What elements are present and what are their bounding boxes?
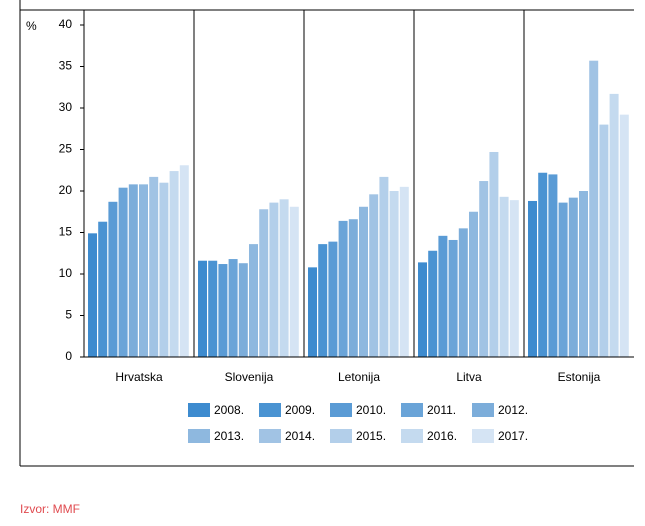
legend-swatch <box>401 429 423 443</box>
bar <box>479 181 489 357</box>
bar <box>108 201 118 357</box>
bar <box>538 172 548 357</box>
bar <box>269 202 279 357</box>
bar <box>338 220 348 357</box>
bar <box>169 171 179 357</box>
legend-swatch <box>472 429 494 443</box>
bar <box>308 267 317 357</box>
y-tick-label: 5 <box>65 308 72 322</box>
bar <box>458 228 468 357</box>
y-tick-label: 25 <box>59 142 73 156</box>
legend-swatch <box>472 403 494 417</box>
bar <box>369 194 379 357</box>
bar <box>399 186 409 357</box>
bar <box>359 206 368 357</box>
bar <box>489 151 499 357</box>
bar <box>218 264 228 357</box>
bar <box>238 263 248 357</box>
bar <box>318 244 328 357</box>
legend-label: 2011. <box>427 403 456 417</box>
bar <box>418 262 427 357</box>
legend-swatch <box>188 429 210 443</box>
bar <box>228 259 238 357</box>
bar <box>548 174 558 357</box>
x-tick-label: Hrvatska <box>115 370 163 384</box>
bar <box>348 219 358 357</box>
bar <box>118 187 128 357</box>
y-tick-label: 20 <box>59 183 73 197</box>
legend-label: 2014. <box>285 429 315 443</box>
x-tick-label: Slovenija <box>225 370 274 384</box>
y-tick-label: 35 <box>59 59 73 73</box>
unit-label: % <box>26 19 37 33</box>
bar <box>448 239 458 357</box>
y-tick-label: 0 <box>65 349 72 363</box>
legend-label: 2013. <box>214 429 244 443</box>
bar <box>579 191 588 357</box>
legend-swatch <box>401 403 423 417</box>
bar <box>389 191 399 357</box>
bar <box>279 199 289 357</box>
legend-swatch <box>188 403 210 417</box>
bar <box>568 197 578 357</box>
bar <box>198 260 207 357</box>
bar <box>249 244 258 357</box>
legend-swatch <box>330 429 352 443</box>
bar <box>149 176 159 357</box>
bar <box>179 165 189 357</box>
bar <box>558 202 568 357</box>
bar <box>609 93 619 357</box>
x-tick-label: Litva <box>456 370 482 384</box>
bar <box>128 184 138 357</box>
bar <box>438 235 448 357</box>
bar <box>139 184 148 357</box>
bar <box>289 206 299 357</box>
bar <box>88 233 97 357</box>
y-tick-label: 40 <box>59 17 73 31</box>
bar <box>589 60 599 357</box>
bar <box>159 182 169 357</box>
bar <box>509 200 519 357</box>
bar <box>528 200 537 357</box>
legend-label: 2008. <box>214 403 244 417</box>
bar <box>98 221 108 357</box>
legend-label: 2009. <box>285 403 315 417</box>
bar <box>379 176 389 357</box>
y-tick-label: 10 <box>59 266 73 280</box>
bar <box>428 250 438 357</box>
bar <box>469 211 478 357</box>
legend-swatch <box>259 403 281 417</box>
legend-label: 2016. <box>427 429 457 443</box>
x-tick-label: Letonija <box>338 370 380 384</box>
bar <box>619 114 629 357</box>
bar <box>499 196 509 357</box>
bar <box>328 241 338 357</box>
y-tick-label: 15 <box>59 225 73 239</box>
source: Izvor: MMF <box>20 502 80 516</box>
bar <box>208 260 218 357</box>
legend-label: 2015. <box>356 429 386 443</box>
x-tick-label: Estonija <box>558 370 601 384</box>
legend-label: 2012. <box>498 403 528 417</box>
legend-label: 2010. <box>356 403 386 417</box>
legend-swatch <box>259 429 281 443</box>
bar <box>259 209 269 357</box>
y-tick-label: 30 <box>59 100 73 114</box>
legend-swatch <box>330 403 352 417</box>
bar <box>599 124 609 357</box>
legend-label: 2017. <box>498 429 528 443</box>
